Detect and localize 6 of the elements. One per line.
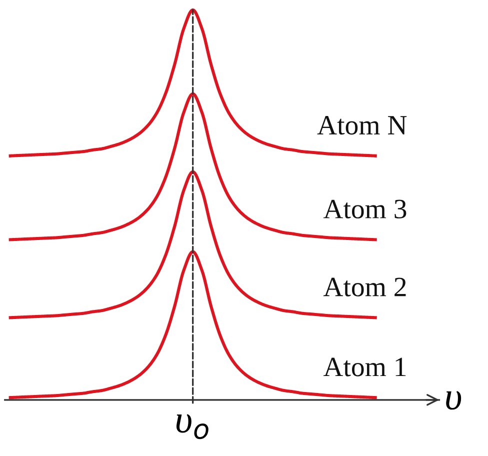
- series-label: Atom 1: [323, 358, 406, 376]
- series-label: Atom 3: [323, 200, 406, 218]
- text: υ$_{o}$: [176, 414, 208, 440]
- series-label: Atom N: [317, 116, 407, 135]
- series-label: Atom 2: [323, 278, 406, 296]
- x-axis-title: υ: [446, 390, 462, 410]
